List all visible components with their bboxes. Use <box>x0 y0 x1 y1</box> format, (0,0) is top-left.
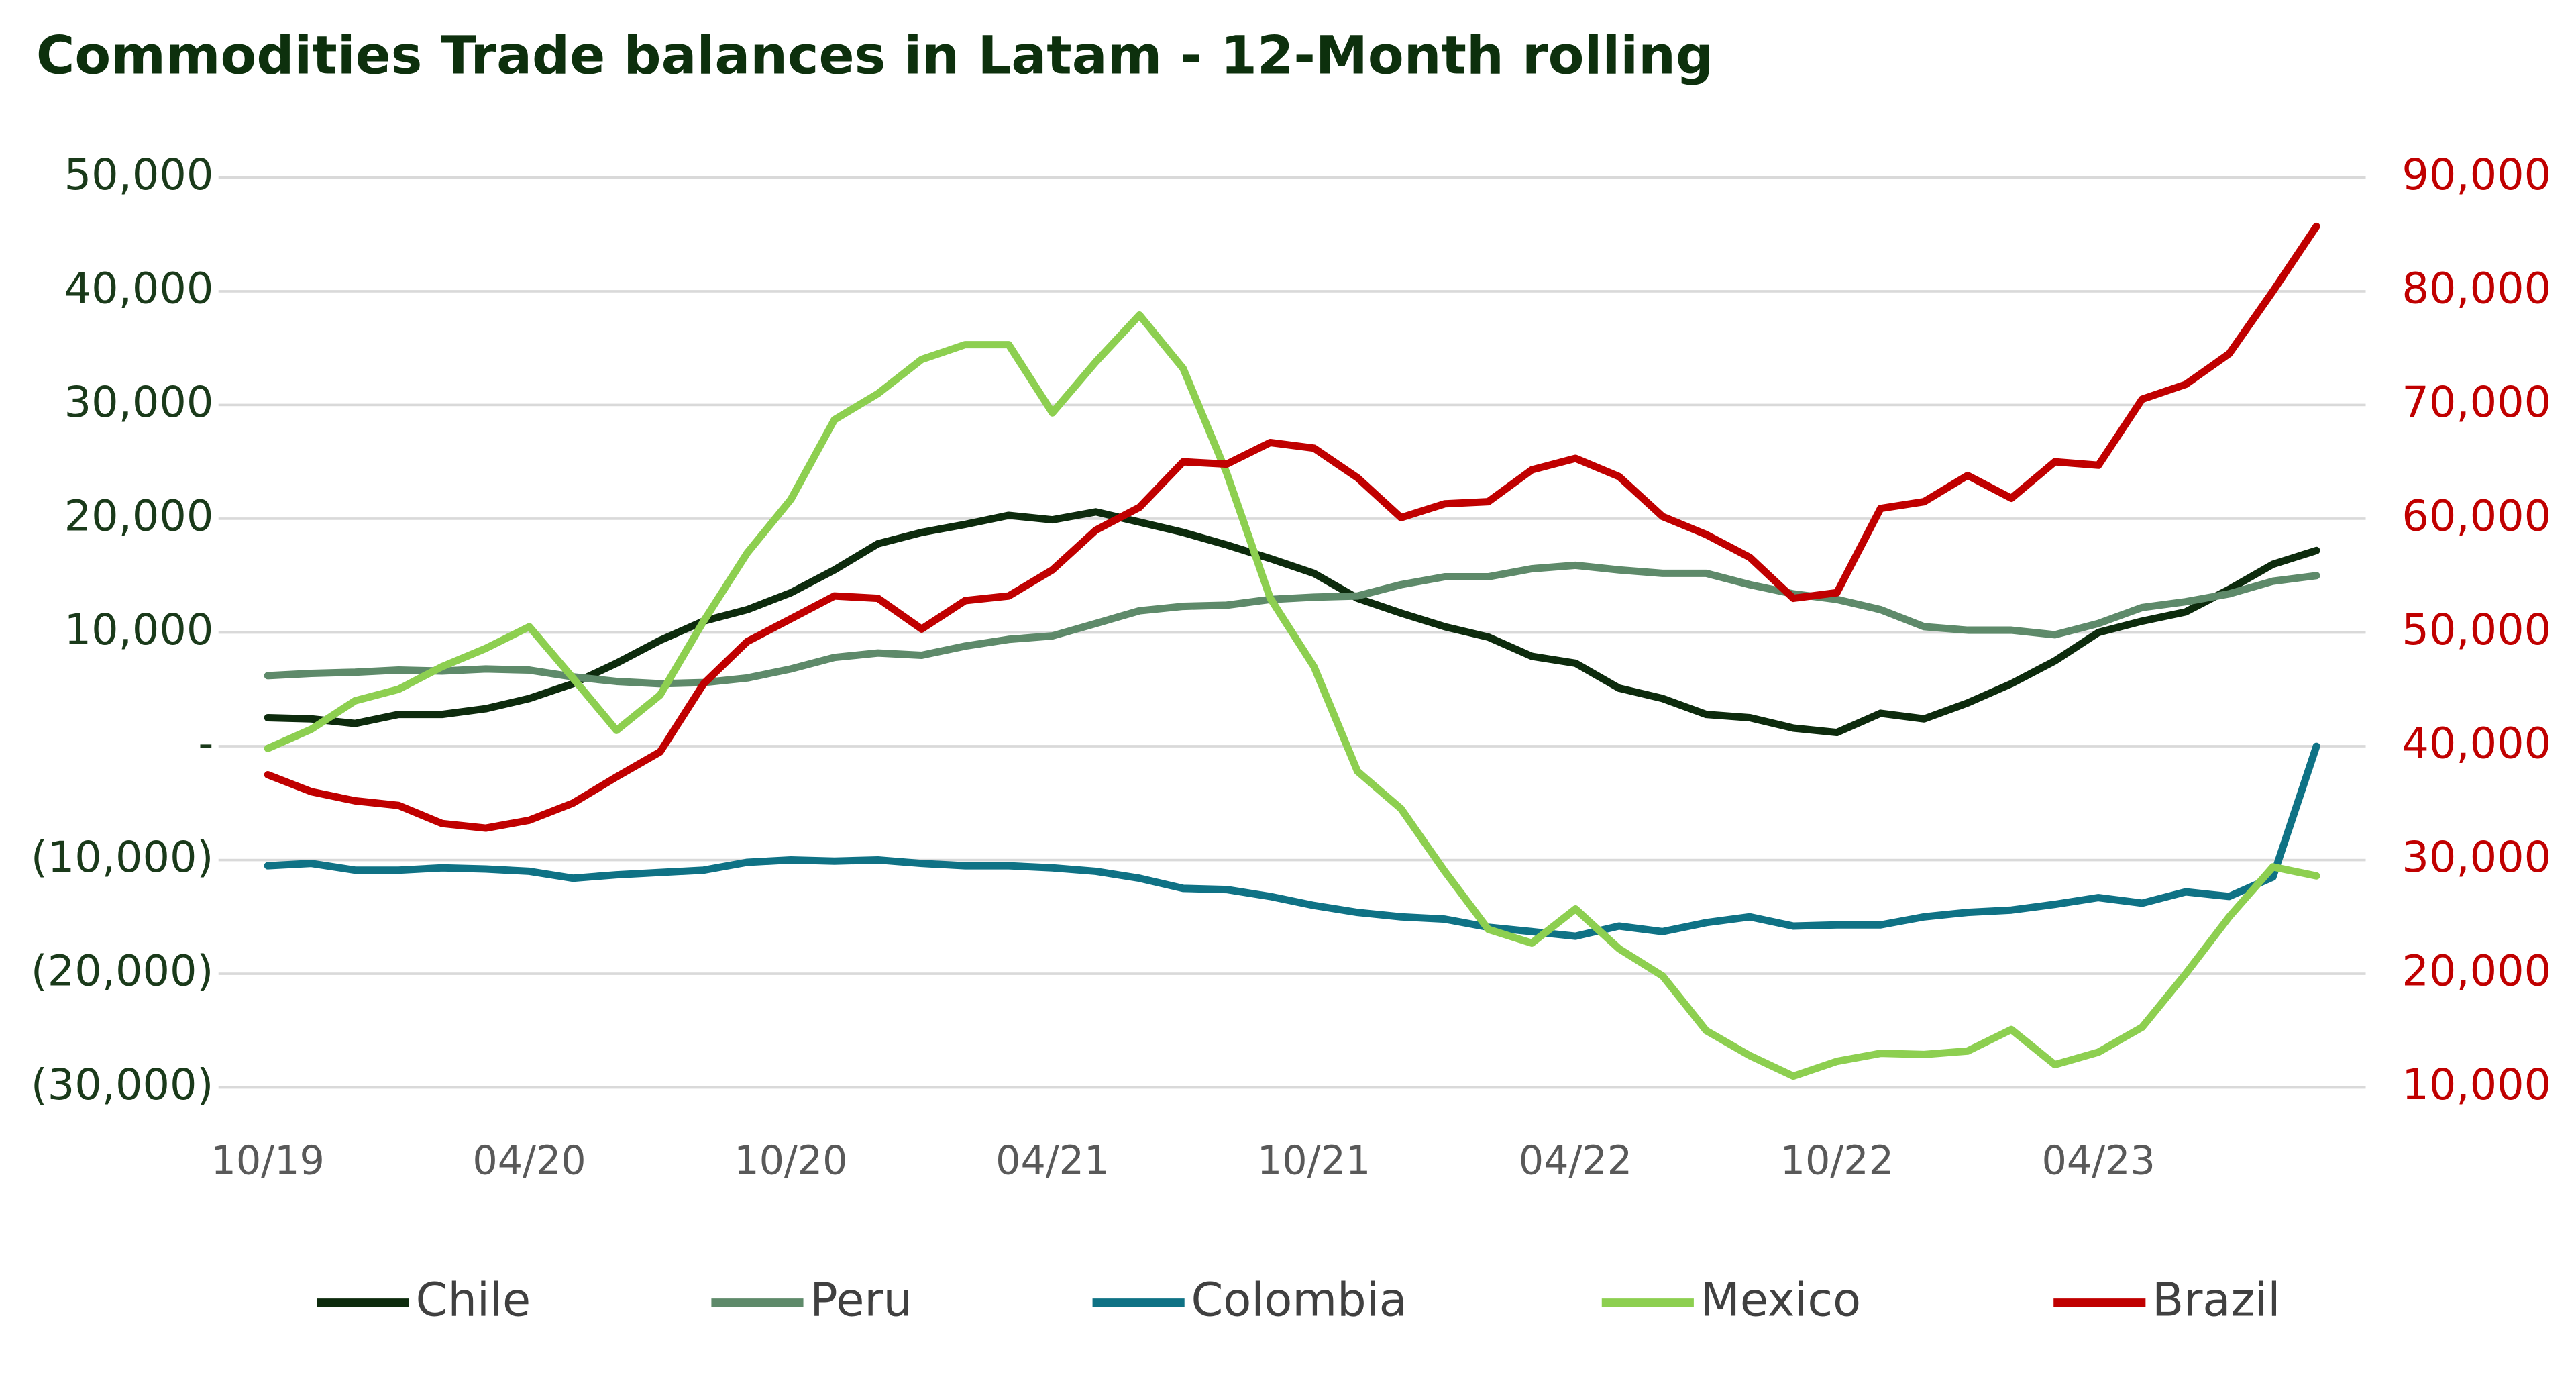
y2-tick-label: 90,000 <box>2402 150 2551 200</box>
x-tick-label: 04/21 <box>996 1137 1109 1183</box>
y-tick-label: 50,000 <box>64 150 214 200</box>
y2-tick-label: 70,000 <box>2402 378 2551 427</box>
x-tick-label: 04/20 <box>472 1137 586 1183</box>
x-tick-label: 04/23 <box>2042 1137 2155 1183</box>
series-line <box>264 742 2320 940</box>
series-line <box>264 311 2320 1080</box>
y2-tick-label: 10,000 <box>2402 1060 2551 1110</box>
chart-title: Commodities Trade balances in Latam - 12… <box>36 26 1713 87</box>
y-tick-label: (30,000) <box>31 1060 213 1110</box>
x-tick-label: 04/22 <box>1519 1137 1632 1183</box>
y2-tick-label: 50,000 <box>2402 605 2551 655</box>
legend-label: Colombia <box>1191 1273 1407 1327</box>
y2-tick-label: 30,000 <box>2402 833 2551 882</box>
y-tick-label: (10,000) <box>31 833 213 882</box>
y-tick-label: - <box>198 719 213 769</box>
y-tick-label: (20,000) <box>31 947 213 997</box>
series-line <box>264 222 2320 832</box>
y2-tick-label: 40,000 <box>2402 719 2551 769</box>
y-tick-label: 20,000 <box>64 492 214 542</box>
legend-label: Mexico <box>1701 1273 1861 1327</box>
x-tick-label: 10/22 <box>1780 1137 1894 1183</box>
y-tick-label: 30,000 <box>64 378 214 427</box>
legend-label: Chile <box>416 1273 531 1327</box>
legend-label: Peru <box>810 1273 912 1327</box>
y2-tick-label: 60,000 <box>2402 492 2551 542</box>
series-line <box>264 561 2320 688</box>
legend-label: Brazil <box>2152 1273 2280 1327</box>
x-tick-label: 10/20 <box>734 1137 847 1183</box>
x-tick-label: 10/21 <box>1257 1137 1371 1183</box>
series-line <box>264 508 2320 737</box>
y-tick-label: 40,000 <box>64 264 214 313</box>
y2-tick-label: 80,000 <box>2402 264 2551 313</box>
y2-tick-label: 20,000 <box>2402 947 2551 997</box>
x-tick-label: 10/19 <box>211 1137 325 1183</box>
y-tick-label: 10,000 <box>64 605 214 655</box>
